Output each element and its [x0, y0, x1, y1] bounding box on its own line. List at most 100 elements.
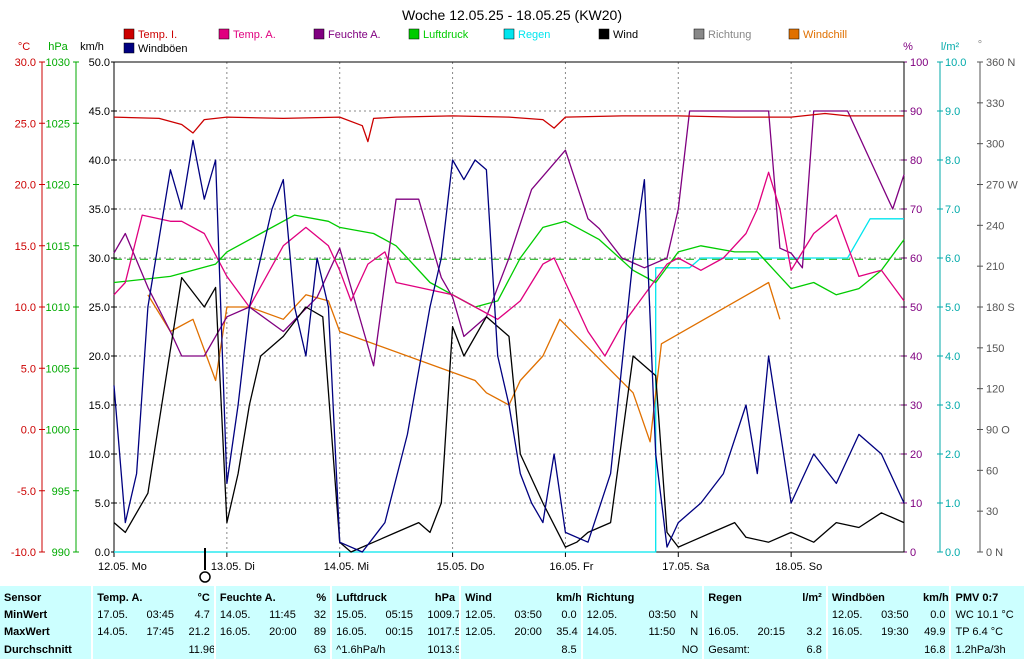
- direction-tick-label: 270 W: [986, 180, 1018, 192]
- rain-tick-label: 1.0: [945, 498, 960, 510]
- stats-cell: 17.05.: [91, 605, 143, 624]
- stats-rain-unit: l/m²: [802, 591, 822, 604]
- axis-unit-label: km/h: [80, 41, 104, 53]
- stats-header-row: Sensor Temp. A. °C Feuchte A. % Luftdruc…: [0, 586, 1024, 606]
- stats-cell: 21.2: [188, 626, 210, 639]
- series-line-feuchte-a-: [113, 110, 905, 367]
- rain-tick-label: 7.0: [945, 204, 960, 216]
- rain-tick-label: 5.0: [945, 302, 960, 314]
- wind-tick-label: 10.0: [89, 449, 110, 461]
- x-tick-label: 17.05. Sa: [662, 561, 710, 573]
- stats-avg-label: Durchschnitt: [4, 644, 72, 657]
- x-tick-label: 18.05. So: [775, 561, 822, 573]
- stats-cell: 00:15: [385, 626, 413, 639]
- stats-cell: 12.05.: [459, 605, 511, 624]
- axis-unit-label: hPa: [48, 41, 68, 53]
- legend-swatch: [598, 28, 610, 40]
- humidity-tick-label: 10: [910, 498, 922, 510]
- legend-label: Richtung: [708, 29, 751, 41]
- stats-cell: [754, 606, 796, 624]
- stats-cell: N: [690, 626, 699, 639]
- stats-cell: N: [690, 608, 699, 621]
- humidity-tick-label: 80: [910, 155, 922, 167]
- direction-tick-label: 0 N: [986, 547, 1003, 559]
- stats-cell: 15.05.: [330, 605, 382, 624]
- wind-tick-label: 35.0: [89, 204, 110, 216]
- wind-tick-label: 5.0: [95, 498, 110, 510]
- wind-tick-label: 15.0: [89, 400, 110, 412]
- direction-tick-label: 90 O: [986, 425, 1010, 437]
- chart-background: [0, 0, 1024, 586]
- stats-cell: NO: [681, 644, 699, 657]
- stats-cell: [510, 641, 552, 659]
- stats-cell: 3.2: [806, 626, 822, 639]
- stats-cell: WC 10.1 °C: [949, 605, 1024, 624]
- legend-label: Feuchte A.: [328, 29, 381, 41]
- stats-cell: 19:30: [881, 626, 909, 639]
- pressure-tick-label: 1015: [46, 241, 70, 253]
- legend-item: Feuchte A.: [313, 28, 381, 41]
- temperature-tick-label: 30.0: [15, 57, 36, 69]
- axis-unit-label: %: [903, 41, 913, 53]
- stats-cell: 14.05.: [91, 623, 143, 642]
- x-tick-label: 15.05. Do: [437, 561, 485, 573]
- series-lines: [113, 110, 905, 553]
- stats-avg-row: Durchschnitt 11.96 63 ^1.6hPa/h 1013.9 8…: [0, 641, 1024, 659]
- humidity-tick-label: 0: [910, 547, 916, 559]
- temperature-tick-label: 20.0: [15, 180, 36, 192]
- direction-tick-label: 30: [986, 506, 998, 518]
- stats-cell: [580, 641, 645, 659]
- stats-cell: 63: [313, 644, 327, 657]
- direction-tick-label: 360 N: [986, 57, 1015, 69]
- humidity-tick-label: 70: [910, 204, 922, 216]
- series-line-temp-i-: [113, 112, 904, 143]
- x-tick-label: 12.05. Mo: [98, 561, 147, 573]
- legend-label: Temp. A.: [233, 29, 276, 41]
- stats-cell: 16.05.: [213, 623, 266, 642]
- stats-max-row: MaxWert 14.05. 17:45 21.2 16.05. 20:00 8…: [0, 623, 1024, 642]
- rain-tick-label: 10.0: [945, 57, 966, 69]
- temperature-tick-label: 5.0: [21, 363, 36, 375]
- stats-max-label: MaxWert: [4, 626, 50, 639]
- pressure-tick-label: 1030: [46, 57, 70, 69]
- stats-hum-header: Feuchte A.: [213, 586, 308, 606]
- legend-item: Luftdruck: [408, 28, 469, 41]
- time-cursor-handle[interactable]: [199, 571, 211, 583]
- rain-tick-label: 0.0: [945, 547, 960, 559]
- stats-wind-header: Wind: [459, 586, 553, 606]
- direction-tick-label: 180 S: [986, 302, 1015, 314]
- series-line-windb-en: [113, 139, 905, 553]
- temperature-tick-label: -5.0: [17, 486, 36, 498]
- stats-cell: 17:45: [146, 626, 175, 639]
- stats-gust-unit: km/h: [923, 591, 949, 604]
- stats-sensor-label: Sensor: [4, 591, 42, 604]
- stats-cell: 89: [313, 626, 327, 639]
- humidity-tick-label: 30: [910, 400, 922, 412]
- stats-cell: 49.9: [924, 626, 946, 639]
- direction-tick-label: 210: [986, 261, 1004, 273]
- stats-cell: 03:50: [881, 608, 909, 621]
- stats-cell: 03:50 N: [645, 606, 704, 624]
- time-cursor[interactable]: [199, 548, 211, 583]
- x-tick-label: 16.05. Fr: [549, 561, 593, 573]
- stats-cell: 20:15: [757, 626, 786, 639]
- rain-tick-label: 4.0: [945, 351, 960, 363]
- stats-cell: 0.0: [561, 608, 577, 621]
- axis-unit-label: °: [978, 39, 982, 51]
- temperature-tick-label: -10.0: [11, 547, 36, 559]
- axes: -10.0 -5.0 0.0 5.0 10.0 15.0 20.0 25.0 30.0 990 99…: [11, 39, 1018, 573]
- stats-cell: [213, 641, 266, 659]
- stats-cell: [265, 641, 307, 659]
- stats-cell: 11.96: [188, 644, 215, 657]
- legend-item: Regen: [503, 28, 550, 41]
- pressure-tick-label: 1010: [46, 302, 70, 314]
- stats-cell: [143, 641, 185, 659]
- pressure-tick-label: 995: [52, 486, 70, 498]
- stats-cell: 03:50: [514, 608, 542, 621]
- humidity-tick-label: 50: [910, 302, 922, 314]
- legend-item: Windchill: [788, 28, 847, 41]
- humidity-tick-label: 40: [910, 351, 922, 363]
- stats-press-unit: hPa: [434, 591, 456, 604]
- pressure-tick-label: 1025: [46, 118, 70, 130]
- legend-item: Temp. A.: [218, 28, 276, 41]
